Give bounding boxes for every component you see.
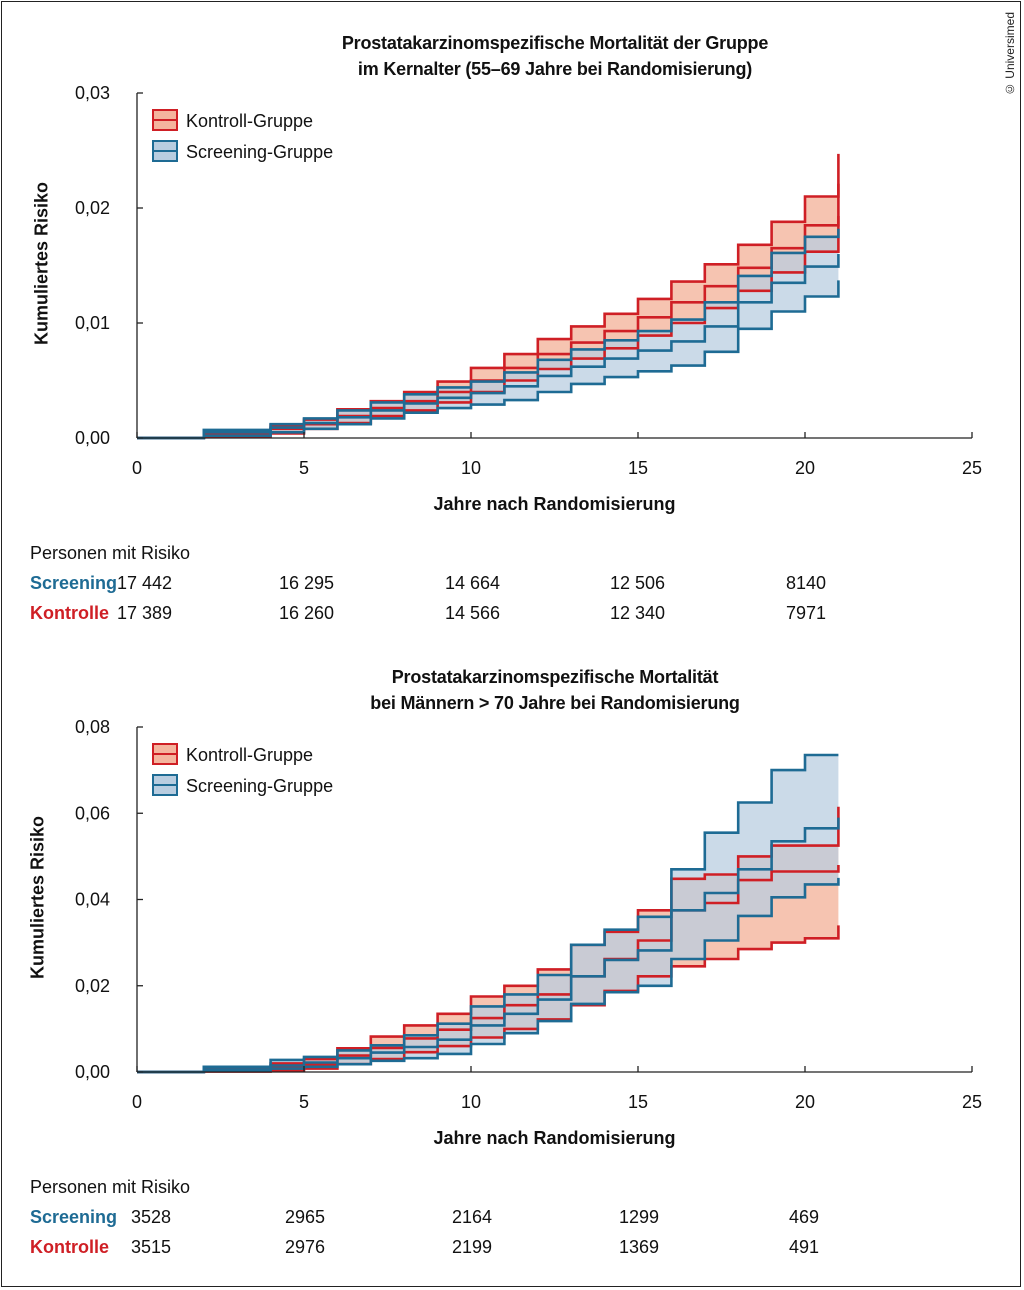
y-tick-label: 0,02 (75, 976, 110, 996)
ci-lower-line-screening (137, 280, 840, 440)
series-line-control (137, 865, 840, 1074)
risk-value: 1299 (619, 1207, 660, 1227)
x-tick-label: 0 (132, 1092, 142, 1112)
ci-band-screening (137, 228, 839, 438)
y-tick-label: 0,04 (75, 890, 110, 910)
risk-value: 7971 (786, 603, 827, 623)
y-axis-label: Kumuliertes Risiko (27, 815, 48, 980)
x-tick-label: 10 (461, 458, 481, 478)
chart-core-age: Prostatakarzinomspezifische Mortalität d… (0, 0, 1024, 623)
series-lines (137, 753, 840, 1074)
legend: Kontroll-Gruppe Screening-Gruppe (152, 109, 333, 162)
risk-value: 17 389 (117, 603, 173, 623)
risk-value: 14 664 (445, 573, 501, 593)
chart-title-line1: Prostatakarzinomspezifische Mortalität d… (341, 33, 769, 53)
risk-table-header: Personen mit Risiko (30, 1177, 191, 1197)
x-axis-label: Jahre nach Randomisierung (433, 1128, 676, 1148)
risk-value: 2965 (285, 1207, 326, 1227)
legend-label: Screening-Gruppe (186, 776, 333, 796)
risk-value: 2199 (452, 1237, 493, 1257)
ci-band-screening (137, 755, 839, 1072)
x-tick-label: 10 (461, 1092, 481, 1112)
ci-upper-line-screening (137, 753, 839, 1074)
risk-row-screening: Screening 3528 2965 2164 1299 469 (30, 1207, 930, 1231)
x-tick-label: 20 (795, 1092, 815, 1112)
risk-row-label: Kontrolle (30, 603, 109, 623)
chart-title-line2: im Kernalter (55–69 Jahre bei Randomisie… (357, 59, 753, 79)
chart-title: Prostatakarzinomspezifische Mortalität b… (150, 664, 960, 716)
risk-table-header: Personen mit Risiko (30, 543, 191, 563)
y-tick-label: 0,00 (75, 428, 110, 448)
risk-row-control: Kontrolle 3515 2976 2199 1369 491 (30, 1237, 930, 1261)
risk-value: 16 260 (279, 603, 335, 623)
y-tick-label: 0,00 (75, 1062, 110, 1082)
risk-value: 16 295 (279, 573, 335, 593)
series-line-screening (137, 254, 840, 440)
x-tick-label: 15 (628, 1092, 648, 1112)
chart-title: Prostatakarzinomspezifische Mortalität d… (150, 30, 960, 82)
risk-row-label: Kontrolle (30, 1237, 109, 1257)
chart-title-line2: bei Männern > 70 Jahre bei Randomisierun… (370, 693, 740, 713)
y-tick-label: 0,03 (75, 83, 110, 103)
x-tick-label: 20 (795, 458, 815, 478)
legend-label: Kontroll-Gruppe (186, 745, 313, 765)
confidence-bands (137, 153, 839, 438)
risk-value: 1369 (619, 1237, 660, 1257)
y-tick-label: 0,06 (75, 803, 110, 823)
y-tick-label: 0,02 (75, 198, 110, 218)
legend: Kontroll-Gruppe Screening-Gruppe (152, 743, 333, 796)
plot-svg: 0 5 10 15 20 25 0,00 0,02 0,04 0,06 0,08 Kontroll-G… (75, 717, 982, 1112)
risk-value: 491 (789, 1237, 820, 1257)
risk-value: 2976 (285, 1237, 326, 1257)
risk-value: 3515 (131, 1237, 172, 1257)
chart-title-line1: Prostatakarzinomspezifische Mortalität (391, 667, 719, 687)
chart-over-70: Prostatakarzinomspezifische Mortalität b… (0, 634, 1024, 1257)
ci-lower-line-screening (137, 877, 840, 1074)
risk-value: 3528 (131, 1207, 172, 1227)
risk-value: 2164 (452, 1207, 493, 1227)
plot-svg: 0 5 10 15 20 25 0,00 0,01 0,02 0,03 Kontroll-Grupp… (75, 83, 982, 478)
risk-row-label: Screening (30, 1207, 118, 1227)
ci-upper-line-screening (137, 228, 840, 440)
risk-row-control: Kontrolle 17 389 16 260 14 566 12 340 79… (30, 603, 930, 627)
x-tick-label: 25 (962, 1092, 982, 1112)
ci-upper-line-control (137, 806, 840, 1074)
y-tick-label: 0,01 (75, 313, 110, 333)
x-tick-label: 0 (132, 458, 142, 478)
legend-label: Screening-Gruppe (186, 142, 333, 162)
risk-value: 12 340 (610, 603, 666, 623)
y-axis-label: Kumuliertes Risiko (31, 181, 52, 346)
series-line-screening (137, 817, 840, 1074)
x-tick-label: 25 (962, 458, 982, 478)
y-tick-label: 0,08 (75, 717, 110, 737)
x-tick-label: 5 (299, 1092, 309, 1112)
risk-row-label: Screening (30, 573, 118, 593)
x-tick-label: 5 (299, 458, 309, 478)
risk-value: 469 (789, 1207, 820, 1227)
series-lines (137, 153, 840, 440)
risk-row-screening: Screening 17 442 16 295 14 664 12 506 81… (30, 573, 930, 597)
risk-value: 12 506 (610, 573, 666, 593)
legend-label: Kontroll-Gruppe (186, 111, 313, 131)
risk-value: 14 566 (445, 603, 501, 623)
x-axis-label: Jahre nach Randomisierung (433, 494, 676, 514)
x-tick-label: 15 (628, 458, 648, 478)
risk-value: 8140 (786, 573, 827, 593)
risk-value: 17 442 (117, 573, 173, 593)
